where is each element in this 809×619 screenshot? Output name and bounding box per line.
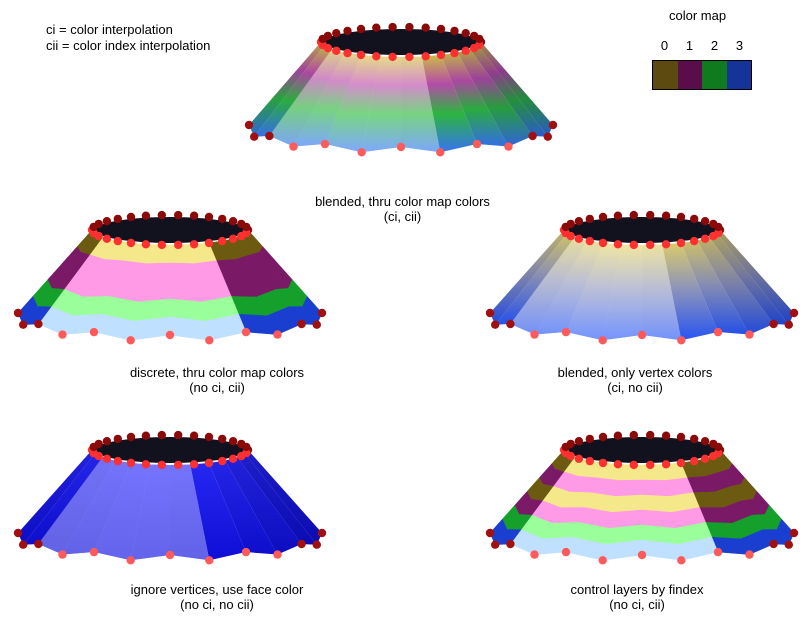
legend-text: ci = color interpolation cii = color ind… xyxy=(46,22,210,54)
color-index-3: 3 xyxy=(735,38,744,53)
caption-discrete-map-line1: discrete, thru color map colors xyxy=(129,365,305,380)
color-swatch-1 xyxy=(677,61,702,89)
color-index-2: 2 xyxy=(710,38,719,53)
color-swatch-3 xyxy=(726,61,751,89)
cone-surface xyxy=(18,437,322,561)
cone-surface xyxy=(490,217,794,341)
caption-discrete-map-line2: (no ci, cii) xyxy=(189,380,245,395)
caption-layers-findex: control layers by findex (no ci, cii) xyxy=(552,582,722,612)
caption-face-color-line2: (no ci, no cii) xyxy=(180,597,254,612)
vertex-dots xyxy=(244,22,558,157)
color-map-swatches xyxy=(652,60,752,90)
color-index-1: 1 xyxy=(685,38,694,53)
cone-discrete-map xyxy=(13,210,327,345)
caption-face-color: ignore vertices, use face color (no ci, … xyxy=(112,582,322,612)
vertex-dots xyxy=(13,210,327,345)
color-map-title: color map xyxy=(669,8,727,23)
legend-cii: cii = color index interpolation xyxy=(46,38,211,53)
cone-surface xyxy=(17,217,323,341)
caption-blended-map-line2: (ci, cii) xyxy=(383,209,422,224)
vertex-dots xyxy=(485,210,799,345)
cone-face-color xyxy=(13,430,327,565)
cone-vertex-colors xyxy=(485,210,799,345)
caption-discrete-map: discrete, thru color map colors (no ci, … xyxy=(112,365,322,395)
cone-surface xyxy=(489,437,795,561)
color-index-0: 0 xyxy=(660,38,669,53)
caption-vertex-colors: blended, only vertex colors (ci, no cii) xyxy=(540,365,730,395)
caption-layers-findex-line1: control layers by findex xyxy=(570,582,704,597)
caption-layers-findex-line2: (no ci, cii) xyxy=(609,597,665,612)
caption-face-color-line1: ignore vertices, use face color xyxy=(130,582,304,597)
cone-layers-findex xyxy=(485,430,799,565)
caption-vertex-colors-line1: blended, only vertex colors xyxy=(557,365,713,380)
cone-surface xyxy=(249,29,553,153)
color-swatch-0 xyxy=(653,61,678,89)
caption-blended-map-line1: blended, thru color map colors xyxy=(315,194,490,209)
caption-blended-map: blended, thru color map colors (ci, cii) xyxy=(300,194,505,224)
color-swatch-2 xyxy=(702,61,727,89)
caption-vertex-colors-line2: (ci, no cii) xyxy=(607,380,663,395)
cone-blended-map xyxy=(244,22,558,157)
vertex-dots xyxy=(485,430,799,565)
legend-ci: ci = color interpolation xyxy=(46,22,173,37)
vertex-dots xyxy=(13,430,327,565)
